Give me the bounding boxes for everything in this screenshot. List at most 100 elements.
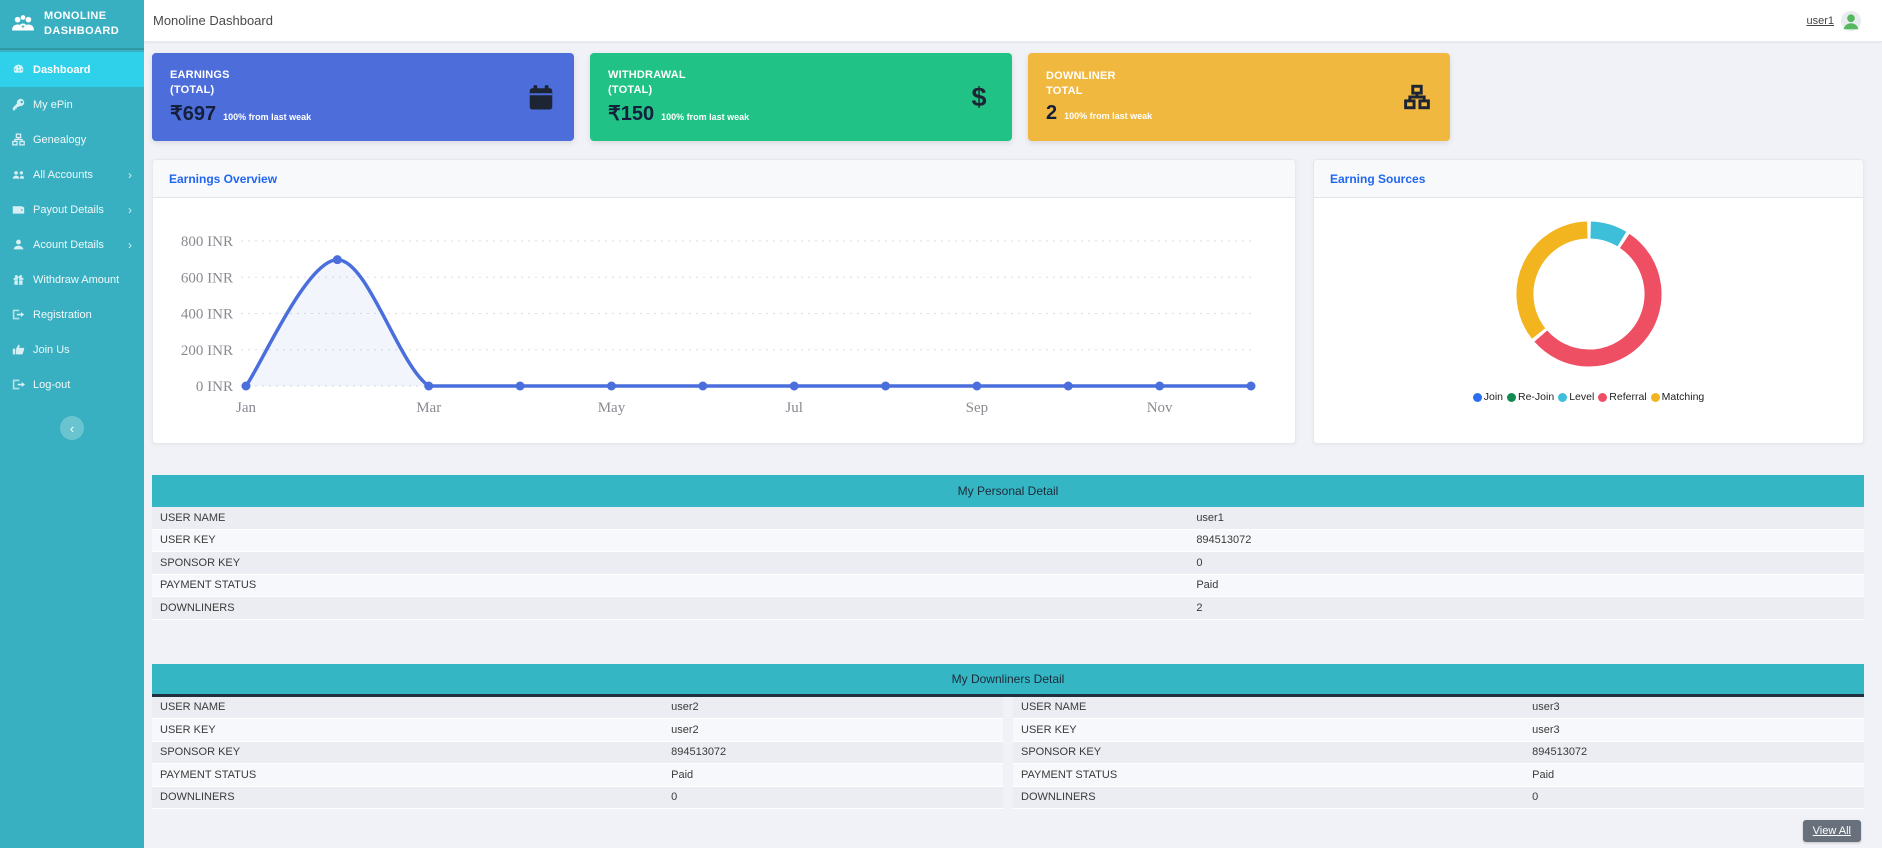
stat-value: ₹150 — [608, 103, 655, 126]
svg-text:Jan: Jan — [236, 400, 256, 416]
sidebar-item-my-epin[interactable]: My ePin › — [0, 87, 144, 122]
thumbs-up-icon — [12, 343, 25, 356]
legend-dot-icon — [1472, 392, 1482, 402]
stat-card-withdrawal: WITHDRAWAL (TOTAL) ₹150 100% from last we… — [590, 53, 1012, 141]
sidebar-item-log-out[interactable]: Log-out › — [0, 367, 144, 402]
svg-text:0 INR: 0 INR — [196, 379, 233, 395]
stat-value: 2 — [1046, 102, 1058, 125]
sitemap-icon — [1402, 82, 1432, 112]
chevron-right-icon: › — [128, 237, 132, 252]
wallet-icon — [12, 203, 25, 216]
stat-note: 100% from last weak — [223, 112, 312, 123]
earning-sources-panel: Earning Sources Join Re-Join Level Referral… — [1313, 159, 1864, 444]
svg-text:800 INR: 800 INR — [181, 234, 233, 250]
svg-text:Mar: Mar — [416, 400, 441, 416]
earning-sources-donut-chart — [1503, 208, 1675, 385]
legend-item-level: Level — [1558, 391, 1594, 403]
sidebar-item-registration[interactable]: Registration › — [0, 297, 144, 332]
topbar: Monoline Dashboard user1 — [144, 0, 1882, 42]
legend-dot-icon — [1598, 392, 1608, 402]
legend-dot-icon — [1507, 392, 1516, 402]
sidebar-item-genealogy[interactable]: Genealogy › — [0, 122, 144, 157]
stat-cards-row: EARNINGS (TOTAL) ₹697 100% from last weak… — [152, 53, 1864, 141]
earning-sources-header: Earning Sources — [1314, 160, 1863, 198]
table-row: USER KEY 894513072 — [152, 529, 1864, 552]
table-row: DOWNLINERS 0 — [1013, 786, 1864, 809]
sidebar-menu: Dashboard › My ePin › Genealogy › All Ac… — [0, 50, 144, 402]
table-row: DOWNLINERS 0 — [152, 786, 1003, 809]
stat-note: 100% from last weak — [1064, 111, 1153, 122]
main-content: EARNINGS (TOTAL) ₹697 100% from last weak… — [144, 42, 1882, 848]
table-row: SPONSOR KEY 0 — [152, 552, 1864, 575]
user-icon — [12, 238, 25, 251]
sign-in-icon — [12, 308, 25, 321]
svg-text:600 INR: 600 INR — [181, 270, 233, 286]
svg-text:Jul: Jul — [785, 400, 803, 416]
calendar-icon — [526, 82, 556, 112]
sidebar-item-join-us[interactable]: Join Us › — [0, 332, 144, 367]
table-row: DOWNLINERS 2 — [152, 597, 1864, 620]
table-row: USER NAME user3 — [1013, 696, 1864, 719]
table-row: PAYMENT STATUS Paid — [152, 574, 1864, 597]
downliner-panel-2: USER NAME user3 USER KEY user3 SPONSOR K… — [1013, 696, 1864, 809]
charts-row: Earnings Overview 0 INR 200 INR 400 INR 600… — [152, 159, 1864, 444]
chevron-right-icon: › — [128, 167, 132, 182]
stat-card-earnings: EARNINGS (TOTAL) ₹697 100% from last weak — [152, 53, 574, 141]
gift-icon — [12, 273, 25, 286]
stat-value: ₹697 — [170, 103, 217, 126]
view-all-button[interactable]: View All — [1802, 820, 1861, 842]
sidebar-item-acount-details[interactable]: Acount Details › — [0, 227, 144, 262]
donut-legend: Join Re-Join Level Referral Matching — [1472, 391, 1704, 403]
user-avatar-icon[interactable] — [1840, 10, 1862, 32]
brand-text: MONOLINE DASHBOARD — [44, 10, 120, 37]
earnings-overview-panel: Earnings Overview 0 INR 200 INR 400 INR 600… — [152, 159, 1296, 444]
table-row: SPONSOR KEY 894513072 — [1013, 741, 1864, 764]
legend-dot-icon — [1650, 392, 1660, 402]
table-row: USER NAME user1 — [152, 507, 1864, 530]
svg-text:Sep: Sep — [966, 400, 989, 416]
earnings-line-chart: 0 INR 200 INR 400 INR 600 INR 800 INR Jan Mar M… — [153, 198, 1295, 437]
legend-dot-icon — [1558, 392, 1568, 402]
legend-item-referral: Referral — [1598, 391, 1647, 403]
sign-out-icon — [12, 378, 25, 391]
stat-note: 100% from last weak — [661, 112, 750, 123]
personal-detail-table: My Personal Detail USER NAME user1 USER … — [152, 475, 1864, 620]
key-icon — [12, 98, 25, 111]
user-menu-link[interactable]: user1 — [1806, 14, 1834, 27]
chevron-left-icon: ‹ — [69, 420, 75, 436]
svg-text:Nov: Nov — [1147, 400, 1173, 416]
downliners-detail-header: My Downliners Detail — [152, 663, 1864, 697]
earnings-overview-header: Earnings Overview — [153, 160, 1295, 198]
dashboard-icon — [12, 63, 25, 76]
earnings-overview-title: Earnings Overview — [169, 171, 278, 186]
sidebar-item-all-accounts[interactable]: All Accounts › — [0, 157, 144, 192]
brand: MONOLINE DASHBOARD — [0, 0, 144, 50]
earning-sources-title: Earning Sources — [1330, 171, 1426, 186]
svg-text:May: May — [598, 400, 626, 416]
table-row: PAYMENT STATUS Paid — [1013, 764, 1864, 787]
dollar-icon: $ — [971, 81, 987, 112]
chevron-right-icon: › — [128, 202, 132, 217]
legend-item-join: Join — [1472, 391, 1503, 403]
page-title: Monoline Dashboard — [153, 13, 273, 28]
sitemap-icon — [12, 133, 25, 146]
sidebar-collapse-button[interactable]: ‹ — [60, 416, 84, 440]
svg-text:200 INR: 200 INR — [181, 343, 233, 359]
personal-detail-header: My Personal Detail — [152, 475, 1864, 507]
sidebar-item-dashboard[interactable]: Dashboard › — [0, 52, 144, 87]
table-row: USER KEY user3 — [1013, 719, 1864, 742]
people-logo-icon — [12, 15, 34, 31]
sidebar: MONOLINE DASHBOARD Dashboard › My ePin ›… — [0, 0, 144, 848]
legend-item-re-join: Re-Join — [1507, 391, 1554, 403]
downliner-panel-1: USER NAME user2 USER KEY user2 SPONSOR K… — [152, 696, 1003, 809]
sidebar-item-payout-details[interactable]: Payout Details › — [0, 192, 144, 227]
table-row: SPONSOR KEY 894513072 — [152, 741, 1003, 764]
downliners-detail-table: My Downliners Detail USER NAME user2 USE… — [152, 663, 1864, 809]
table-row: USER KEY user2 — [152, 719, 1003, 742]
users-icon — [12, 168, 25, 181]
stat-card-downliner: DOWNLINER TOTAL 2 100% from last weak — [1028, 53, 1450, 141]
legend-item-matching: Matching — [1650, 391, 1704, 403]
table-row: USER NAME user2 — [152, 696, 1003, 719]
sidebar-item-withdraw-amount[interactable]: Withdraw Amount › — [0, 262, 144, 297]
table-row: PAYMENT STATUS Paid — [152, 764, 1003, 787]
